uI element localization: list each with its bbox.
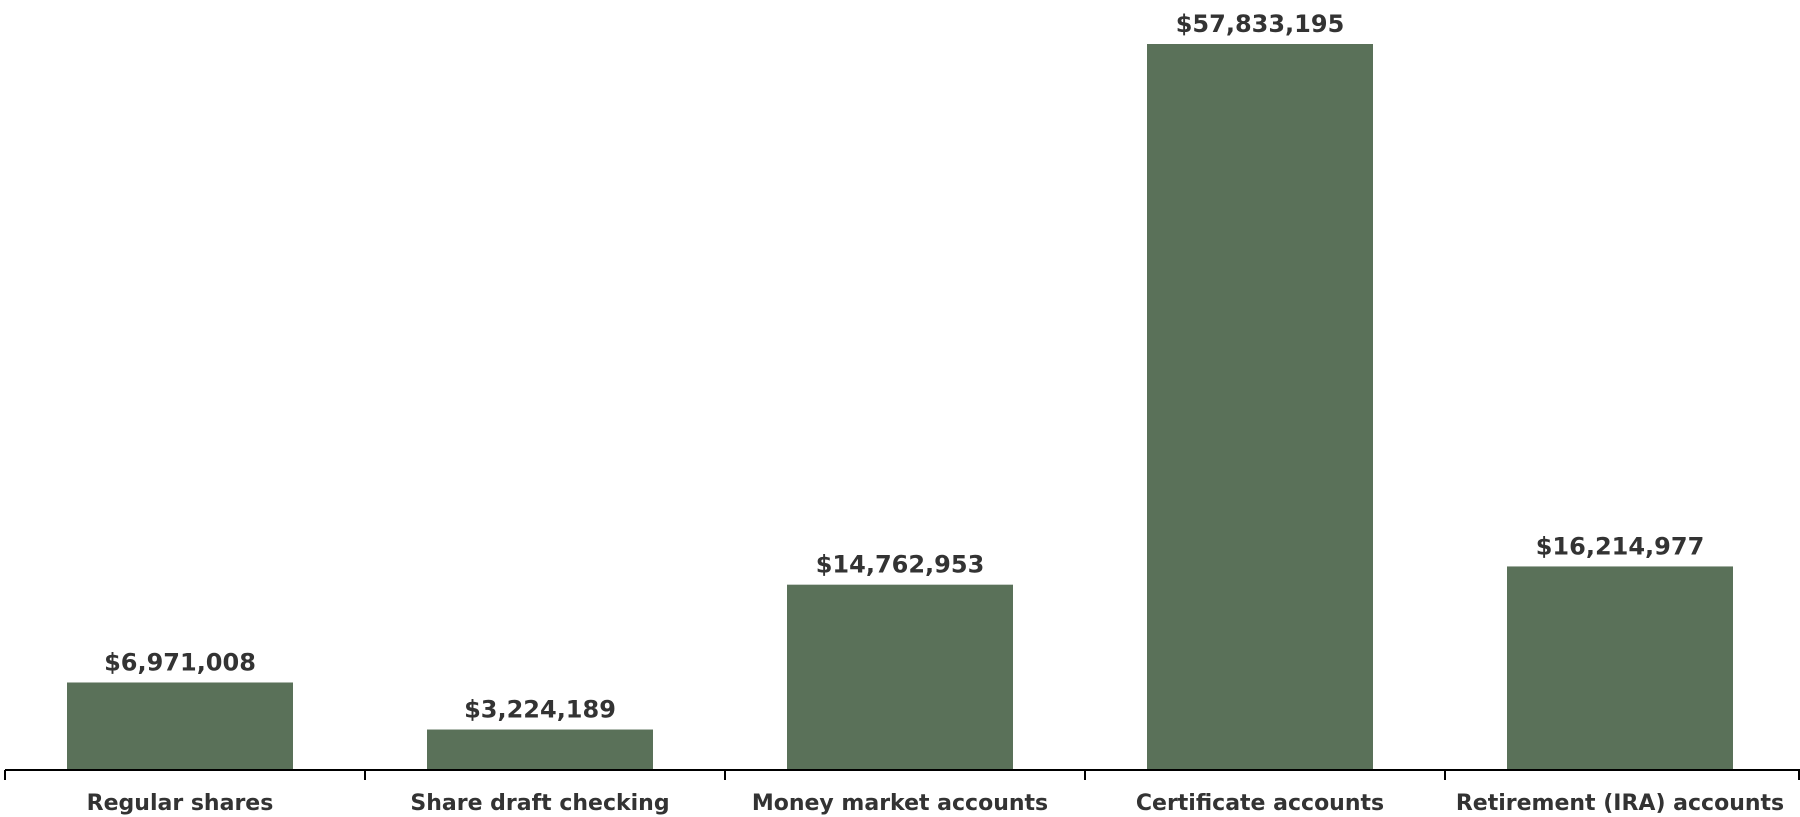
category-label-5: Retirement (IRA) accounts — [1456, 791, 1784, 816]
category-label-2: Share draft checking — [410, 791, 669, 816]
data-label-3: $14,762,953 — [816, 551, 985, 579]
data-label-4: $57,833,195 — [1176, 10, 1345, 38]
bar-4 — [1147, 44, 1373, 770]
value-labels-group: $6,971,008 $3,224,189 $14,762,953 $57,833,1… — [104, 10, 1704, 724]
bar-2 — [427, 729, 653, 770]
bars-group — [67, 44, 1733, 770]
bar-1 — [67, 682, 293, 770]
x-axis-ticks — [4, 770, 1800, 780]
category-label-3: Money market accounts — [752, 791, 1048, 816]
data-label-2: $3,224,189 — [464, 696, 616, 724]
data-label-5: $16,214,977 — [1536, 532, 1705, 560]
bar-5 — [1507, 566, 1733, 770]
category-label-4: Certificate accounts — [1136, 791, 1384, 816]
bar-3 — [787, 584, 1013, 770]
data-label-1: $6,971,008 — [104, 648, 256, 676]
category-label-1: Regular shares — [87, 791, 274, 816]
category-labels-group: Regular shares Share draft checking Money … — [87, 791, 1784, 816]
